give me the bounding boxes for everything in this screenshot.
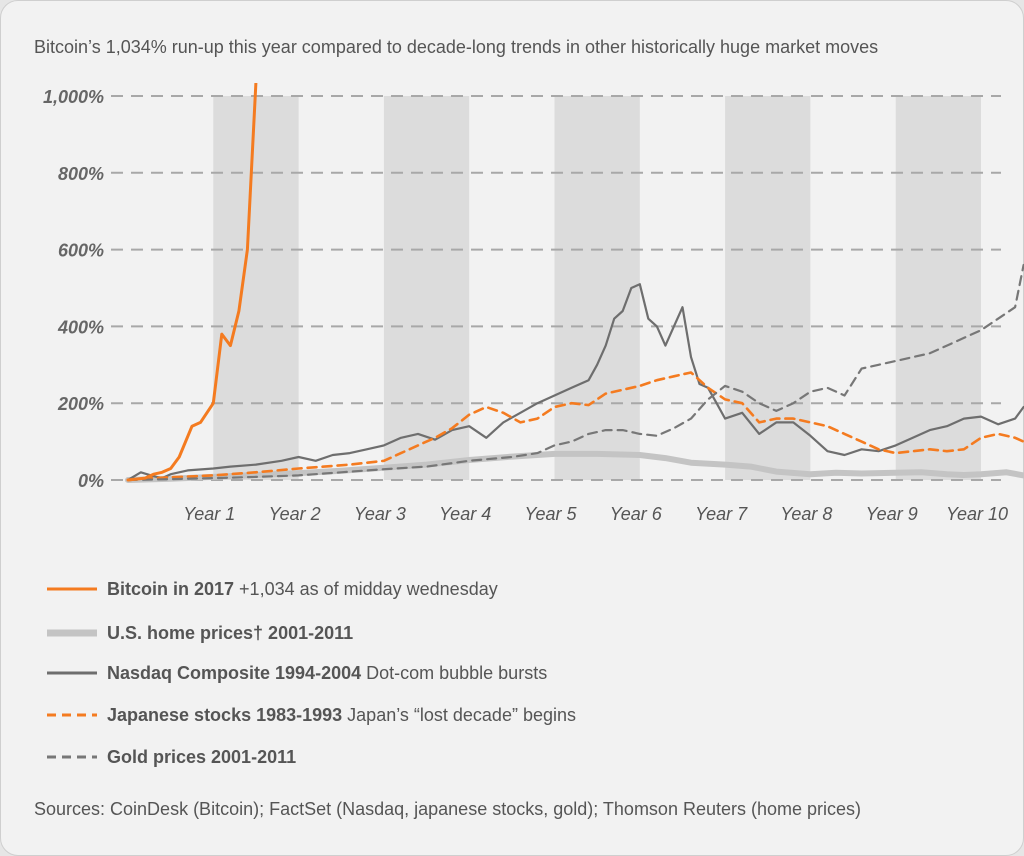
legend-swatch-bitcoin xyxy=(47,587,97,591)
y-tick-label: 600% xyxy=(58,241,104,261)
series-line-gold xyxy=(126,263,1024,482)
series-line-japan xyxy=(126,371,1024,482)
year-band xyxy=(383,96,470,480)
y-tick-label: 200% xyxy=(57,394,104,414)
legend-swatch-home xyxy=(47,629,97,637)
legend-item-nasdaq: Nasdaq Composite 1994-2004 Dot-com bubbl… xyxy=(47,658,747,688)
sources-note: Sources: CoinDesk (Bitcoin); FactSet (Na… xyxy=(34,799,862,819)
legend-label: Bitcoin in 2017 xyxy=(107,578,235,599)
year-band xyxy=(213,96,299,480)
legend-item-gold: Gold prices 2001-2011 xyxy=(47,742,747,772)
x-tick-label: Year 7 xyxy=(695,504,748,524)
legend-label: U.S. home prices† 2001-2011 xyxy=(107,622,354,643)
y-tick-label: 400% xyxy=(57,317,104,337)
chart-subtitle: Bitcoin’s 1,034% run-up this year compar… xyxy=(34,37,879,57)
legend-label: Nasdaq Composite 1994-2004 xyxy=(107,662,362,683)
x-tick-label: Year 5 xyxy=(524,504,577,524)
series-line-home xyxy=(125,450,1024,483)
y-tick-label: 800% xyxy=(58,164,104,184)
legend-note: +1,034 as of midday wednesday xyxy=(239,578,498,599)
x-tick-label: Year 4 xyxy=(439,504,491,524)
x-tick-label: Year 9 xyxy=(866,504,918,524)
line-chart: 0% 200% 400% 600% 800% 1,000% Year 1 Year 2 Yea… xyxy=(43,83,1024,524)
legend-label: Japanese stocks 1983-1993 xyxy=(107,704,343,725)
series-line-nasdaq xyxy=(126,283,1024,482)
legend-swatch-gold xyxy=(47,755,97,759)
legend-note: Japan’s “lost decade” begins xyxy=(347,704,576,725)
year-band xyxy=(725,96,811,480)
legend-swatch-nasdaq xyxy=(47,671,97,675)
series-line-bitcoin xyxy=(126,83,258,482)
y-tick-label: 0% xyxy=(78,471,104,491)
x-tick-label: Year 3 xyxy=(354,504,406,524)
year-band xyxy=(895,96,981,480)
x-tick-label: Year 8 xyxy=(780,504,832,524)
x-tick-label: Year 2 xyxy=(269,504,321,524)
legend-label: Gold prices 2001-2011 xyxy=(107,746,297,767)
legend-item-bitcoin: Bitcoin in 2017 +1,034 as of midday wedn… xyxy=(47,574,747,604)
legend-item-japan: Japanese stocks 1983-1993 Japan’s “lost … xyxy=(47,700,747,730)
y-tick-label: 1,000% xyxy=(43,87,104,107)
legend-swatch-japan xyxy=(47,713,97,717)
legend-item-home-prices: U.S. home prices† 2001-2011 xyxy=(47,618,747,648)
x-tick-label: Year 6 xyxy=(610,504,663,524)
x-tick-label: Year 10 xyxy=(946,504,1008,524)
year-band xyxy=(554,96,640,480)
x-tick-label: Year 1 xyxy=(183,504,235,524)
legend-note: Dot-com bubble bursts xyxy=(366,662,548,683)
